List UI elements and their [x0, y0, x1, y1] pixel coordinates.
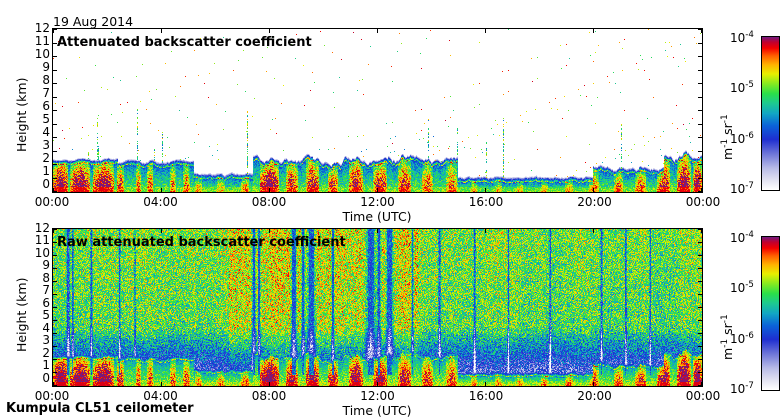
xtick-1600: 16:00 — [468, 195, 504, 209]
top-colorbar-tick-1e-5: 10-5 — [730, 80, 754, 95]
xtick-2000: 20:00 — [577, 389, 612, 403]
ytick-3: 3 — [42, 138, 50, 152]
ytick-1: 1 — [42, 358, 50, 372]
ytick-9: 9 — [42, 258, 50, 272]
top-colorbar-tick-1e-4: 10-4 — [730, 30, 754, 45]
ytick-2: 2 — [42, 345, 50, 360]
ytick-8: 8 — [42, 73, 50, 87]
bottom-colorbar-tick-1e-7: 10-7 — [730, 381, 754, 396]
top-panel-colorbar-group: m-1 sr-1 10-4 10-5 10-6 10-7 — [708, 28, 780, 198]
bottom-panel-colorbar-group: m-1 sr-1 10-4 10-5 10-6 10-7 — [708, 228, 780, 398]
ytick-12: 12 — [34, 221, 50, 235]
xtick-1200: 12:00 — [360, 195, 395, 209]
ytick-0: 0 — [42, 370, 50, 385]
bottom-panel-title: Raw attenuated backscatter coefficient — [57, 235, 346, 250]
ytick-4: 4 — [42, 320, 50, 335]
colorbar-unit-sr-exp: -1 — [719, 314, 730, 324]
ytick-11: 11 — [34, 34, 50, 48]
top-colorbar-gradient — [762, 37, 779, 190]
top-colorbar-tick-1e-7: 10-7 — [730, 181, 754, 196]
top-panel-title: Attenuated backscatter coefficient — [57, 35, 312, 50]
ytick-7: 7 — [42, 86, 50, 100]
ytick-11: 11 — [34, 233, 50, 247]
top-panel-heatmap — [53, 29, 702, 192]
xtick-1200: 12:00 — [360, 389, 395, 403]
colorbar-unit-m: m — [720, 147, 735, 160]
colorbar-unit-m-exp: -1 — [719, 338, 730, 348]
colorbar-unit-sr-exp: -1 — [719, 114, 730, 124]
ytick-12: 12 — [34, 21, 50, 35]
top-colorbar-tick-1e-6: 10-6 — [730, 131, 754, 146]
bottom-panel-colorbar — [761, 236, 780, 391]
top-panel-x-axis-title: Time (UTC) — [342, 209, 412, 224]
bottom-panel-plot-area: Raw attenuated backscatter coefficient — [52, 228, 703, 387]
ytick-2: 2 — [42, 151, 50, 165]
xtick-0800: 08:00 — [251, 389, 287, 403]
colorbar-unit-m-exp: -1 — [719, 138, 730, 148]
ytick-1: 1 — [42, 164, 50, 178]
xtick-0000a: 00:00 — [34, 195, 70, 209]
top-panel-y-tick-labels: 12 11 10 9 8 7 6 5 4 3 2 1 0 — [26, 22, 50, 191]
bottom-panel-x-axis-title: Time (UTC) — [342, 403, 412, 418]
xtick-0800: 08:00 — [251, 195, 287, 209]
bottom-colorbar-gradient — [762, 237, 779, 390]
ytick-6: 6 — [42, 99, 50, 113]
colorbar-unit-m: m — [720, 347, 735, 360]
top-panel-x-tick-labels: 00:00 04:00 08:00 12:00 16:00 20:00 00:0… — [35, 195, 721, 210]
figure-caption: Kumpula CL51 ceilometer — [6, 401, 194, 416]
ytick-10: 10 — [34, 47, 50, 61]
xtick-0000b: 00:00 — [685, 195, 721, 209]
bottom-panel-y-tick-labels: 12 11 10 9 8 7 6 5 4 3 2 1 0 — [26, 222, 50, 388]
ytick-10: 10 — [34, 245, 50, 260]
bottom-panel-heatmap — [53, 229, 702, 386]
ytick-5: 5 — [42, 308, 50, 322]
bottom-colorbar-tick-1e-5: 10-5 — [730, 280, 754, 295]
ytick-0: 0 — [42, 177, 50, 191]
panel-attenuated-backscatter: Height (km) 12 11 10 9 8 7 6 5 4 3 2 1 0… — [14, 22, 780, 224]
xtick-2000: 20:00 — [577, 195, 612, 209]
xtick-1600: 16:00 — [468, 389, 504, 403]
bottom-panel-x-tick-labels: 00:00 04:00 08:00 12:00 16:00 20:00 00:0… — [35, 389, 721, 404]
ytick-4: 4 — [42, 125, 50, 139]
xtick-0400: 04:00 — [143, 195, 178, 209]
bottom-colorbar-tick-1e-4: 10-4 — [730, 230, 754, 245]
ytick-7: 7 — [42, 283, 50, 297]
ytick-5: 5 — [42, 112, 50, 126]
ytick-8: 8 — [42, 270, 50, 285]
date-label: 19 Aug 2014 — [53, 14, 134, 29]
panel-raw-attenuated-backscatter: Height (km) 12 11 10 9 8 7 6 5 4 3 2 1 0… — [0, 212, 780, 420]
ytick-6: 6 — [42, 295, 50, 310]
ytick-9: 9 — [42, 60, 50, 74]
top-panel-plot-area: Attenuated backscatter coefficient — [52, 28, 703, 193]
xtick-0400: 04:00 — [143, 389, 178, 403]
bottom-colorbar-tick-1e-6: 10-6 — [730, 331, 754, 346]
top-panel-colorbar — [761, 36, 780, 191]
xtick-0000b: 00:00 — [685, 389, 721, 403]
xtick-0000a: 00:00 — [34, 389, 70, 403]
ytick-3: 3 — [42, 333, 50, 347]
